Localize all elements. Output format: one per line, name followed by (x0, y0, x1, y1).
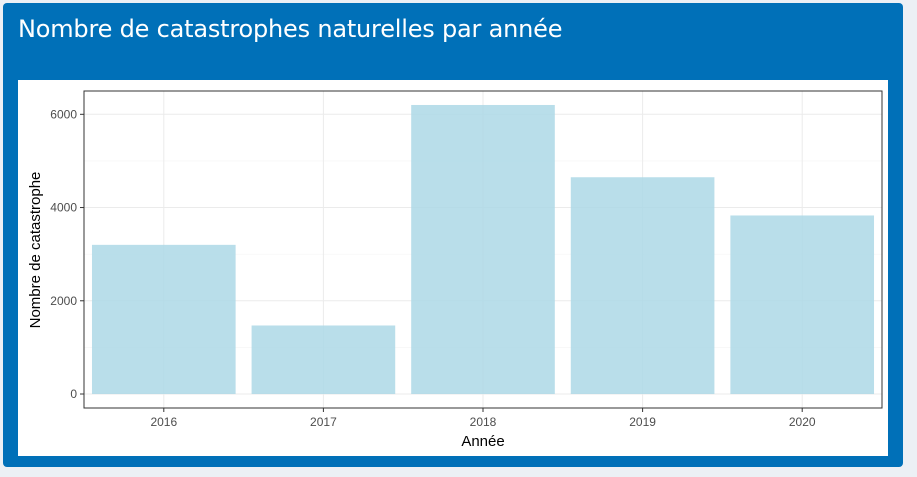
x-axis-title: Année (461, 433, 504, 450)
x-tick-label: 2018 (470, 415, 497, 429)
y-tick-label: 2000 (50, 294, 77, 308)
bar-chart: 0 2000 4000 6000 2016 2017 2018 2019 2020 Année… (27, 90, 883, 450)
y-tick-label: 4000 (50, 201, 77, 215)
bar-2018 (411, 104, 555, 395)
chart-bars (91, 104, 875, 395)
chart-box: Nombre de catastrophes naturelles par an… (3, 3, 903, 467)
bar-2019 (570, 177, 715, 395)
bar-2017 (251, 325, 396, 395)
x-axis: 2016 2017 2018 2019 2020 (150, 408, 816, 429)
x-tick-label: 2020 (789, 415, 816, 429)
y-tick-label: 6000 (50, 107, 77, 121)
bar-2016 (91, 244, 236, 395)
x-tick-label: 2017 (310, 415, 337, 429)
box-body: 0 2000 4000 6000 2016 2017 2018 2019 2020 Année… (18, 80, 888, 456)
bar-2020 (730, 215, 875, 395)
x-tick-label: 2016 (150, 415, 177, 429)
y-axis: 0 2000 4000 6000 (50, 107, 84, 401)
y-axis-title: Nombre de catastrophe (27, 172, 44, 329)
y-tick-label: 0 (70, 387, 77, 401)
x-tick-label: 2019 (629, 415, 656, 429)
box-title: Nombre de catastrophes naturelles par an… (18, 15, 563, 43)
